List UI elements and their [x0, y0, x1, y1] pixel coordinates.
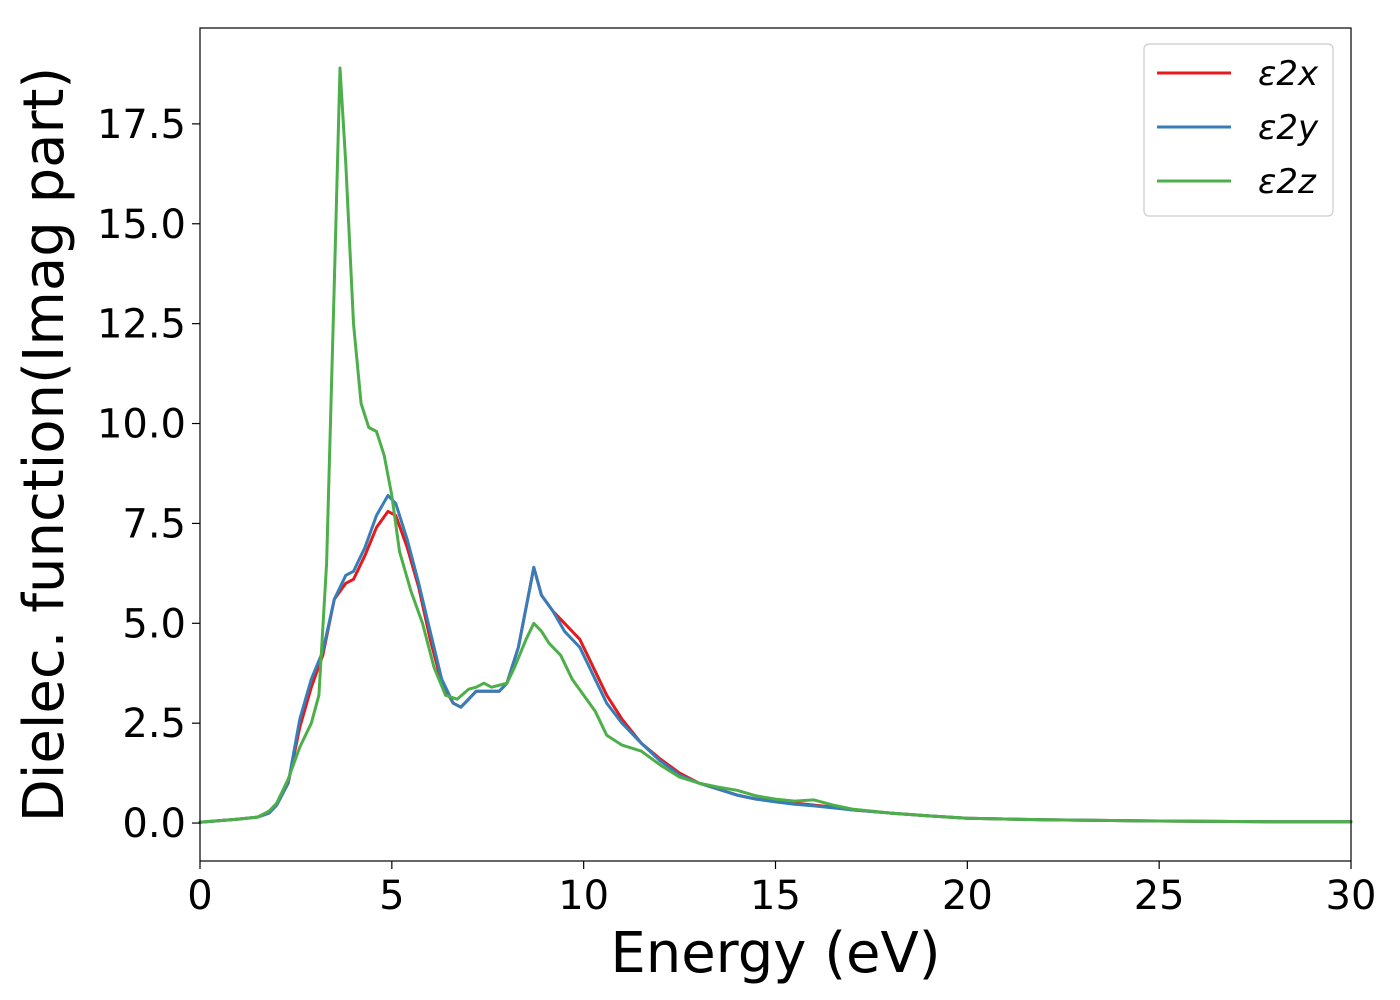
- y-tick-label: 10.0: [97, 402, 186, 448]
- series-layer: [198, 66, 1353, 824]
- y-tick-label: 12.5: [97, 302, 186, 348]
- y-tick-label: 2.5: [122, 701, 186, 747]
- x-axis-ticks: 0 5 10 15 20 25 30: [187, 861, 1376, 919]
- y-tick-label: 15.0: [97, 202, 186, 248]
- y-tick-label: 7.5: [122, 501, 186, 547]
- series-line-1: [198, 493, 1353, 824]
- legend-label-2: ε2z: [1258, 162, 1317, 202]
- legend-label-0: ε2x: [1258, 54, 1319, 94]
- legend-label-1: ε2y: [1258, 108, 1319, 148]
- x-tick-label: 20: [942, 873, 993, 919]
- y-axis-ticks: 0.0 2.5 5.0 7.5 10.0 12.5 15.0 17.5: [97, 102, 200, 847]
- legend-box: [1143, 43, 1334, 217]
- y-tick-label: 17.5: [97, 102, 186, 148]
- y-axis-label: Dielec. function(Imag part): [12, 67, 77, 823]
- series-line-2: [198, 66, 1353, 824]
- x-axis-label: Energy (eV): [610, 921, 940, 986]
- x-tick-label: 10: [558, 873, 609, 919]
- x-tick-label: 5: [379, 873, 404, 919]
- legend: ε2x ε2y ε2z: [1143, 43, 1334, 217]
- x-tick-label: 30: [1326, 873, 1377, 919]
- x-tick-label: 0: [187, 873, 212, 919]
- y-tick-label: 0.0: [122, 801, 186, 847]
- y-tick-label: 5.0: [122, 601, 186, 647]
- x-tick-label: 25: [1134, 873, 1185, 919]
- x-tick-label: 15: [750, 873, 801, 919]
- series-line-0: [198, 509, 1353, 824]
